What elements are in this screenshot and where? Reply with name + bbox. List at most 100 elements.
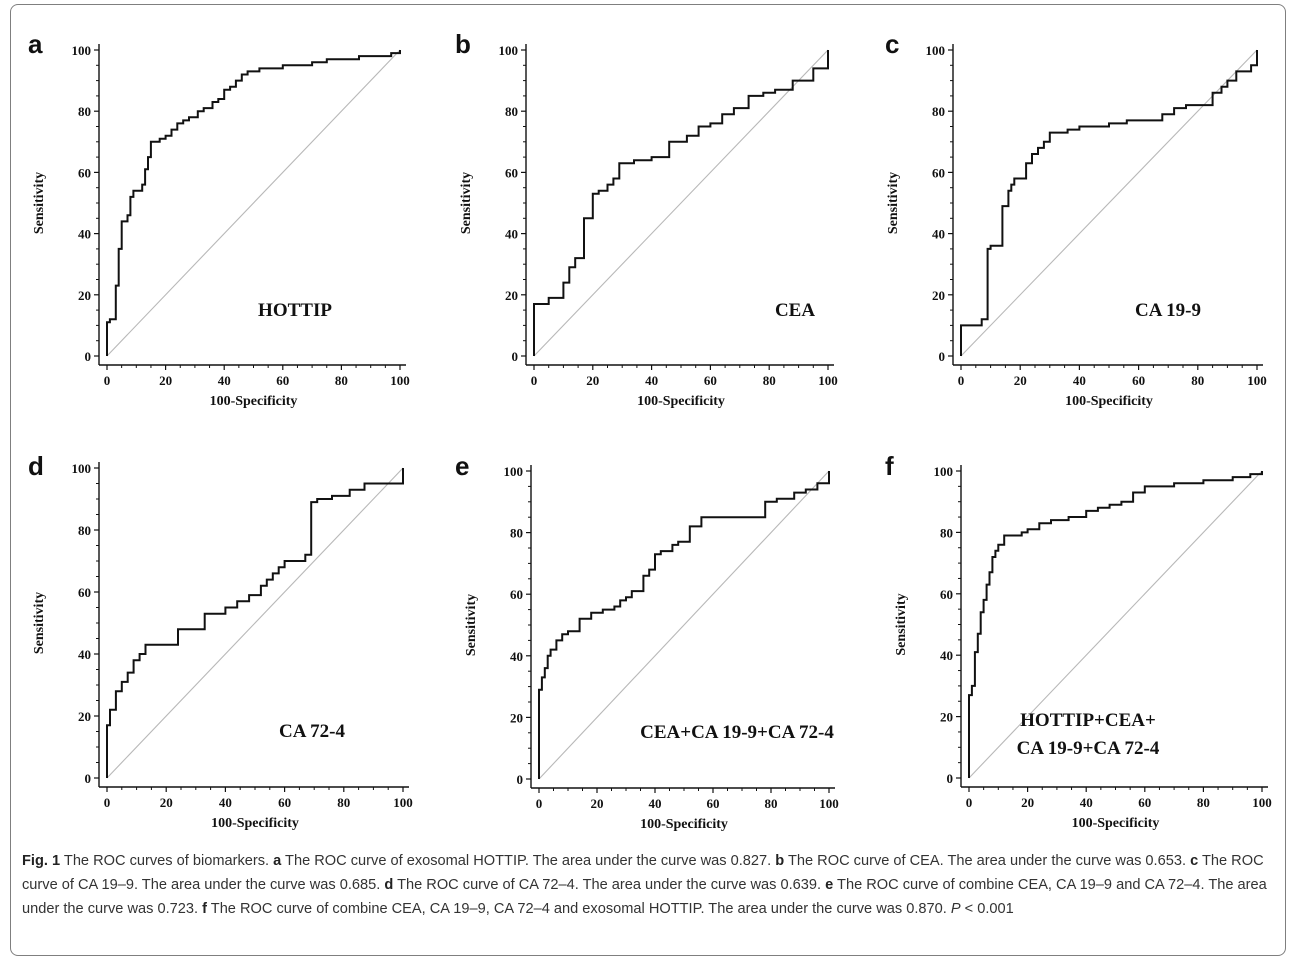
caption-label-a: a	[273, 853, 282, 869]
x-tick-label: 0	[966, 795, 973, 810]
panel-letter: e	[455, 451, 469, 481]
x-tick-label: 0	[104, 373, 111, 388]
caption-p-label: P	[950, 901, 961, 917]
y-tick-label: 20	[78, 288, 91, 303]
y-tick-label: 40	[505, 227, 518, 242]
x-tick-label: 40	[1073, 373, 1086, 388]
x-axis-label: 100-Specificity	[210, 394, 298, 409]
y-tick-label: 100	[504, 464, 524, 479]
x-axis-label: 100-Specificity	[211, 816, 299, 831]
y-tick-label: 60	[78, 165, 91, 180]
inset-label: CA 19-9	[1135, 300, 1201, 321]
reference-diagonal-line	[960, 49, 1258, 357]
x-tick-label: 80	[337, 795, 350, 810]
x-tick-label: 40	[218, 373, 231, 388]
y-tick-label: 100	[72, 43, 92, 58]
y-tick-label: 40	[78, 647, 91, 662]
caption-label-e: e	[825, 877, 834, 893]
caption-fig-label: Fig. 1	[22, 853, 61, 869]
caption-intro: The ROC curves of biomarkers.	[60, 853, 274, 869]
y-axis-label: Sensitivity	[886, 172, 901, 234]
y-tick-label: 40	[78, 227, 91, 242]
x-axis-label: 100-Specificity	[640, 817, 728, 832]
caption-p-value: < 0.001	[960, 901, 1014, 917]
y-tick-label: 40	[932, 227, 945, 242]
y-tick-label: 40	[510, 649, 523, 664]
x-tick-label: 20	[1014, 373, 1027, 388]
y-tick-label: 20	[78, 709, 91, 724]
y-tick-label: 100	[72, 461, 92, 476]
x-tick-label: 60	[1132, 373, 1145, 388]
panel-letter: f	[885, 451, 894, 481]
chart-panel-f: f 0 20 40 60 80 100 0 20 40 60 80 100 100-Specificity…	[885, 451, 1272, 831]
y-tick-label: 60	[932, 165, 945, 180]
figure-caption: Fig. 1 The ROC curves of biomarkers. a T…	[22, 849, 1272, 921]
x-tick-label: 20	[1021, 795, 1034, 810]
y-tick-label: 60	[940, 587, 953, 602]
y-tick-label: 80	[505, 104, 518, 119]
y-tick-label: 100	[499, 43, 519, 58]
x-tick-label: 20	[159, 373, 172, 388]
chart-panel-e: e 0 20 40 60 80 100 0 20 40 60 80 100 100-Specificity…	[455, 451, 839, 832]
x-tick-label: 0	[958, 373, 965, 388]
inset-label: CA 72-4	[279, 721, 345, 742]
roc-curve-series	[538, 471, 830, 779]
x-tick-label: 100	[1252, 795, 1272, 810]
y-tick-label: 100	[934, 464, 954, 479]
caption-text-b: The ROC curve of CEA. The area under the…	[784, 853, 1191, 869]
panel-letter: d	[28, 451, 44, 481]
caption-label-d: d	[384, 877, 394, 893]
roc-curve-series	[533, 50, 829, 356]
reference-diagonal-line	[538, 470, 830, 780]
roc-curve-series	[960, 50, 1258, 356]
y-tick-label: 80	[932, 104, 945, 119]
panel-letter: c	[885, 29, 899, 59]
reference-diagonal-line	[533, 49, 829, 357]
y-axis-label: Sensitivity	[464, 594, 479, 656]
x-tick-label: 0	[531, 373, 538, 388]
x-tick-label: 100	[818, 373, 838, 388]
x-tick-label: 0	[104, 795, 111, 810]
x-tick-label: 80	[763, 373, 776, 388]
x-tick-label: 80	[1191, 373, 1204, 388]
y-tick-label: 80	[940, 525, 953, 540]
x-axis-label: 100-Specificity	[1065, 394, 1153, 409]
x-tick-label: 40	[1080, 795, 1093, 810]
inset-label: CA 19-9+CA 72-4	[1017, 738, 1160, 759]
y-tick-label: 0	[512, 349, 519, 364]
y-axis-label: Sensitivity	[32, 172, 47, 234]
caption-label-f: f	[202, 901, 207, 917]
caption-label-b: b	[775, 853, 785, 869]
roc-curve-series	[106, 468, 404, 778]
x-tick-label: 80	[335, 373, 348, 388]
x-tick-label: 100	[1247, 373, 1267, 388]
caption-text-a: The ROC curve of exosomal HOTTIP. The ar…	[281, 853, 776, 869]
y-axis-label: Sensitivity	[459, 172, 474, 234]
x-tick-label: 0	[536, 796, 543, 811]
x-tick-label: 20	[160, 795, 173, 810]
caption-text-e: The ROC curve of combine CEA, CA 19–9 an…	[22, 877, 1267, 917]
figure-frame	[10, 4, 1286, 956]
y-axis-label: Sensitivity	[32, 592, 47, 654]
caption-text-c: The ROC curve of CA 19–9. The area under…	[22, 853, 1264, 893]
caption-text-f: The ROC curve of combine CEA, CA 19–9, C…	[206, 901, 951, 917]
x-tick-label: 20	[591, 796, 604, 811]
y-tick-label: 80	[510, 526, 523, 541]
y-tick-label: 20	[932, 288, 945, 303]
y-tick-label: 0	[947, 771, 954, 786]
panel-letter: b	[455, 29, 471, 59]
y-tick-label: 60	[510, 587, 523, 602]
y-tick-label: 0	[85, 349, 92, 364]
reference-diagonal-line	[968, 470, 1263, 779]
x-tick-label: 60	[704, 373, 717, 388]
y-tick-label: 60	[505, 165, 518, 180]
roc-curve-series	[106, 50, 401, 356]
y-tick-label: 20	[940, 710, 953, 725]
x-tick-label: 80	[765, 796, 778, 811]
chart-panel-a: a 0 20 40 60 80 100 0 20 40 60 80 100 100-Specificity…	[28, 29, 410, 409]
chart-panel-c: c 0 20 40 60 80 100 0 20 40 60 80 100 100-Specificity…	[885, 29, 1267, 409]
panel-letter: a	[28, 29, 43, 59]
y-tick-label: 20	[510, 710, 523, 725]
inset-label: HOTTIP+CEA+	[1020, 710, 1156, 731]
x-axis-label: 100-Specificity	[1072, 816, 1160, 831]
